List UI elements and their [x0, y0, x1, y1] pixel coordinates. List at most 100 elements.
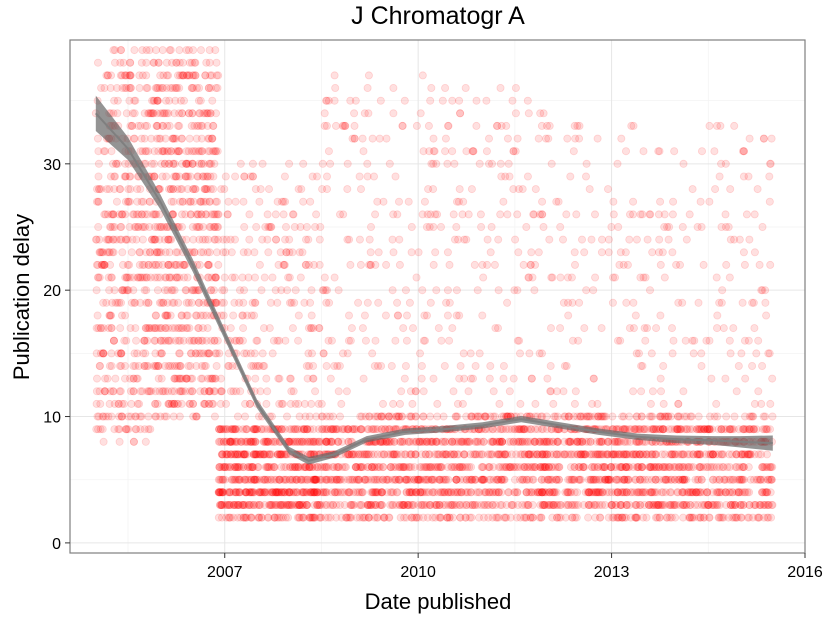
scatter-point — [546, 387, 555, 396]
scatter-point — [208, 374, 217, 383]
scatter-point — [638, 210, 647, 219]
scatter-point — [189, 235, 198, 244]
scatter-point — [504, 425, 513, 434]
scatter-point — [142, 147, 151, 156]
scatter-point — [125, 96, 134, 105]
scatter-point — [231, 500, 240, 509]
scatter-point — [142, 286, 151, 295]
scatter-point — [100, 260, 109, 269]
scatter-point — [204, 235, 213, 244]
scatter-point — [158, 84, 167, 93]
scatter-point — [132, 235, 141, 244]
scatter-point — [177, 311, 186, 320]
scatter-point — [168, 399, 177, 408]
scatter-point — [419, 513, 428, 522]
scatter-point — [127, 248, 136, 257]
scatter-point — [199, 159, 208, 168]
scatter-point — [231, 488, 240, 497]
scatter-point — [236, 513, 245, 522]
scatter-point — [417, 374, 426, 383]
scatter-point — [510, 475, 519, 484]
scatter-point — [332, 513, 341, 522]
scatter-point — [337, 399, 346, 408]
scatter-point — [125, 84, 134, 93]
scatter-point — [132, 336, 141, 345]
scatter-point — [420, 336, 429, 345]
scatter-point — [110, 222, 119, 231]
scatter-point — [363, 84, 372, 93]
scatter-point — [205, 197, 214, 206]
scatter-point — [173, 273, 182, 282]
scatter-point — [415, 349, 424, 358]
scatter-point — [194, 222, 203, 231]
scatter-point — [543, 450, 552, 459]
scatter-point — [136, 185, 145, 194]
scatter-point — [288, 463, 297, 472]
scatter-point — [171, 172, 180, 181]
scatter-point — [144, 298, 153, 307]
scatter-point — [161, 387, 170, 396]
scatter-point — [167, 286, 176, 295]
scatter-point — [145, 222, 154, 231]
scatter-point — [280, 172, 289, 181]
scatter-point — [342, 387, 351, 396]
scatter-point — [537, 513, 546, 522]
scatter-point — [396, 475, 405, 484]
scatter-point — [163, 260, 172, 269]
scatter-point — [201, 235, 210, 244]
scatter-point — [248, 488, 257, 497]
scatter-point — [322, 172, 331, 181]
scatter-point — [170, 374, 179, 383]
scatter-point — [334, 387, 343, 396]
scatter-point — [264, 437, 273, 446]
scatter-point — [178, 109, 187, 118]
scatter-point — [162, 109, 171, 118]
scatter-point — [722, 500, 731, 509]
scatter-point — [169, 185, 178, 194]
scatter-point — [158, 172, 167, 181]
scatter-point — [178, 109, 187, 118]
scatter-point — [762, 311, 771, 320]
scatter-point — [158, 121, 167, 130]
y-axis-title: Publication delay — [9, 214, 34, 380]
scatter-point — [124, 197, 133, 206]
scatter-point — [280, 260, 289, 269]
scatter-point — [198, 235, 207, 244]
scatter-point — [670, 147, 679, 156]
scatter-point — [155, 235, 164, 244]
scatter-point — [172, 172, 181, 181]
scatter-point — [395, 235, 404, 244]
scatter-point — [713, 311, 722, 320]
scatter-point — [220, 273, 229, 282]
scatter-point — [110, 336, 119, 345]
scatter-point — [160, 412, 169, 421]
scatter-point — [185, 324, 194, 333]
scatter-point — [164, 336, 173, 345]
scatter-point — [174, 399, 183, 408]
scatter-point — [121, 172, 130, 181]
scatter-point — [191, 147, 200, 156]
scatter-point — [652, 324, 661, 333]
x-tick-label: 2013 — [594, 564, 630, 581]
scatter-point — [197, 210, 206, 219]
y-tick-label: 30 — [43, 157, 61, 174]
scatter-point — [208, 399, 217, 408]
scatter-point — [204, 134, 213, 143]
scatter-point — [189, 399, 198, 408]
scatter-point — [107, 361, 116, 370]
scatter-point — [110, 425, 119, 434]
scatter-point — [718, 286, 727, 295]
scatter-point — [165, 96, 174, 105]
scatter-point — [697, 349, 706, 358]
scatter-point — [121, 273, 130, 282]
scatter-point — [175, 260, 184, 269]
scatter-point — [331, 84, 340, 93]
scatter-point — [333, 463, 342, 472]
scatter-point — [96, 425, 105, 434]
scatter-point — [451, 412, 460, 421]
scatter-point — [713, 121, 722, 130]
scatter-point — [104, 235, 113, 244]
scatter-point — [120, 286, 129, 295]
scatter-point — [94, 425, 103, 434]
scatter-point — [378, 399, 387, 408]
